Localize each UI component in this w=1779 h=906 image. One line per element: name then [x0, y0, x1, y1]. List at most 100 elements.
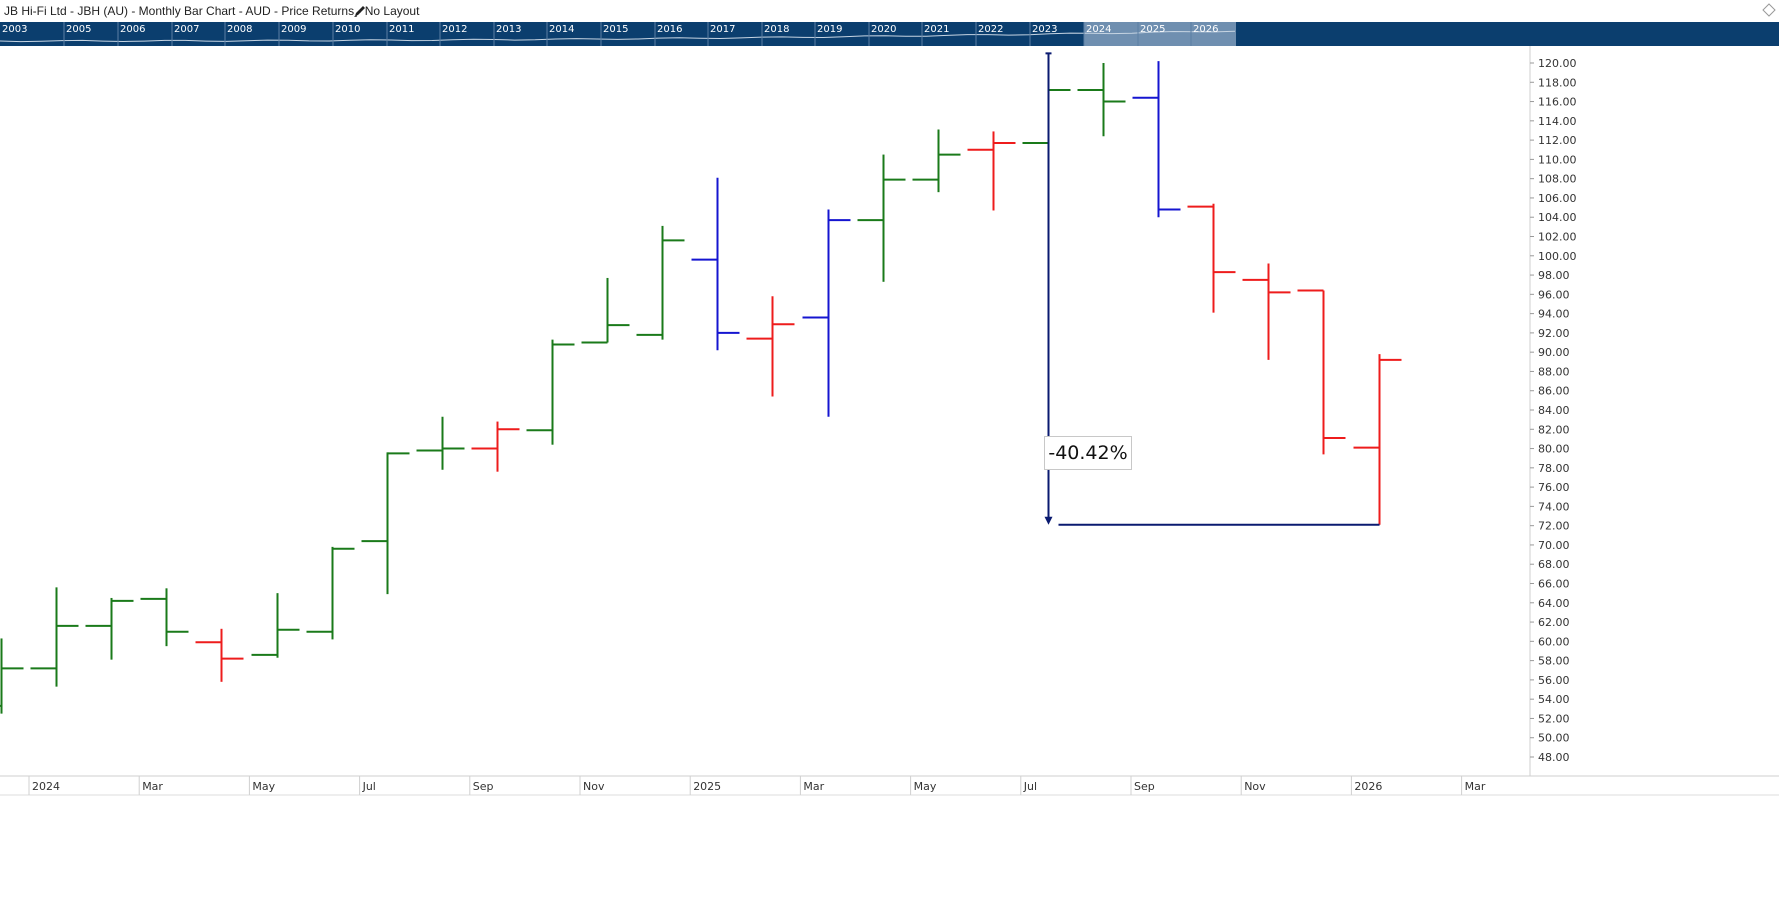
ohlc-bar [471, 421, 520, 472]
ohlc-bar [746, 296, 795, 397]
ohlc-bar [0, 638, 24, 714]
y-tick-label: 82.00 [1538, 423, 1570, 436]
ohlc-bar [802, 209, 851, 417]
y-tick-label: 86.00 [1538, 385, 1570, 398]
y-tick-label: 60.00 [1538, 635, 1570, 648]
ohlc-bar [636, 225, 685, 340]
navigator-year-label[interactable]: 2022 [978, 24, 1003, 35]
navigator-year-label[interactable]: 2007 [174, 24, 199, 35]
x-tick-label: May [252, 780, 275, 793]
ohlc-bar [140, 588, 189, 647]
y-tick-label: 90.00 [1538, 346, 1570, 359]
y-tick-label: 96.00 [1538, 288, 1570, 301]
measure-arrow-icon [1044, 516, 1053, 525]
navigator-year-label[interactable]: 2024 [1086, 24, 1111, 35]
navigator-year-label[interactable]: 2012 [442, 24, 467, 35]
x-tick-label: Mar [1465, 780, 1486, 793]
navigator-year-label[interactable]: 2009 [281, 24, 306, 35]
ohlc-bar [85, 597, 134, 660]
y-tick-label: 112.00 [1538, 134, 1577, 147]
navigator-year-label[interactable]: 2015 [603, 24, 628, 35]
y-tick-label: 54.00 [1538, 693, 1570, 706]
navigator-strip[interactable]: 2003 2005 2006 2007 2008 2009 2010 2011 2012 2013… [0, 22, 1779, 46]
pencil-icon[interactable] [353, 4, 367, 18]
y-tick-label: 80.00 [1538, 443, 1570, 456]
navigator-year-label[interactable]: 2005 [66, 24, 91, 35]
ohlc-bar [1077, 63, 1126, 137]
navigator-year-label[interactable]: 2026 [1193, 24, 1218, 35]
ohlc-bar [581, 277, 630, 344]
ohlc-bar [1297, 289, 1346, 455]
y-tick-label: 52.00 [1538, 712, 1570, 725]
x-tick-label: Nov [1244, 780, 1266, 793]
ohlc-bar [416, 416, 465, 470]
y-tick-label: 76.00 [1538, 481, 1570, 494]
title-bar: JB Hi-Fi Ltd - JBH (AU) - Monthly Bar Ch… [0, 0, 1779, 23]
ohlc-bar [30, 587, 79, 687]
navigator-year-label[interactable]: 2019 [817, 24, 842, 35]
y-tick-label: 66.00 [1538, 578, 1570, 591]
navigator-year-label[interactable]: 2017 [710, 24, 735, 35]
navigator-year-label[interactable]: 2025 [1140, 24, 1165, 35]
y-tick-label: 62.00 [1538, 616, 1570, 629]
y-tick-label: 92.00 [1538, 327, 1570, 340]
navigator-sparkline [0, 30, 1236, 43]
x-tick-label: Nov [583, 780, 605, 793]
ohlc-bar [251, 593, 300, 658]
ohlc-bar [857, 154, 906, 282]
y-tick-label: 98.00 [1538, 269, 1570, 282]
x-tick-label: Mar [803, 780, 824, 793]
y-tick-label: 48.00 [1538, 751, 1570, 764]
y-tick-label: 74.00 [1538, 500, 1570, 513]
navigator-year-label[interactable]: 2008 [227, 24, 252, 35]
ohlc-bar [306, 546, 355, 640]
chart-title: JB Hi-Fi Ltd - JBH (AU) - Monthly Bar Ch… [4, 4, 420, 18]
y-tick-label: 114.00 [1538, 115, 1577, 128]
x-tick-label: Jul [1023, 780, 1037, 793]
ohlc-bar [1353, 354, 1402, 525]
navigator-year-label[interactable]: 2010 [335, 24, 360, 35]
ohlc-bar [526, 339, 575, 445]
y-tick-label: 118.00 [1538, 76, 1577, 89]
y-tick-label: 58.00 [1538, 655, 1570, 668]
navigator-year-label[interactable]: 2016 [657, 24, 682, 35]
ohlc-bar [1187, 203, 1236, 313]
ohlc-bar [1242, 263, 1291, 360]
percent-change-label: -40.42% [1044, 436, 1132, 470]
y-tick-label: 108.00 [1538, 173, 1577, 186]
y-tick-label: 102.00 [1538, 231, 1577, 244]
ohlc-bar [912, 129, 961, 193]
navigator-year-label[interactable]: 2021 [924, 24, 949, 35]
y-tick-label: 120.00 [1538, 57, 1577, 70]
navigator-year-label[interactable]: 2020 [871, 24, 896, 35]
y-tick-label: 100.00 [1538, 250, 1577, 263]
y-tick-label: 84.00 [1538, 404, 1570, 417]
navigator-year-label[interactable]: 2011 [389, 24, 414, 35]
y-tick-label: 78.00 [1538, 462, 1570, 475]
navigator-year-label[interactable]: 2014 [549, 24, 574, 35]
diamond-icon[interactable] [1761, 2, 1777, 18]
y-tick-label: 70.00 [1538, 539, 1570, 552]
x-tick-label: Sep [473, 780, 494, 793]
ohlc-bar [691, 177, 740, 351]
ohlc-bar [361, 452, 410, 595]
x-tick-label: May [914, 780, 937, 793]
navigator-year-label[interactable]: 2018 [764, 24, 789, 35]
y-tick-label: 116.00 [1538, 96, 1577, 109]
navigator-year-label[interactable]: 2013 [496, 24, 521, 35]
ohlc-bar [967, 131, 1016, 211]
x-tick-label: Jul [362, 780, 376, 793]
y-tick-label: 110.00 [1538, 153, 1577, 166]
navigator-year-label[interactable]: 2023 [1032, 24, 1057, 35]
ohlc-bar [1132, 61, 1181, 218]
navigator-year-label[interactable]: 2003 [2, 24, 27, 35]
timeline-navigator[interactable]: 2003 2005 2006 2007 2008 2009 2010 2011 2012 2013… [0, 22, 1779, 46]
y-tick-label: 68.00 [1538, 558, 1570, 571]
x-tick-label: 2024 [32, 780, 60, 793]
y-tick-label: 64.00 [1538, 597, 1570, 610]
y-tick-label: 94.00 [1538, 308, 1570, 321]
ohlc-bar [195, 628, 244, 682]
y-tick-label: 72.00 [1538, 520, 1570, 533]
price-chart[interactable]: 48.00 50.00 52.00 54.00 56.00 58.00 60.00 62.00… [0, 46, 1779, 906]
navigator-year-label[interactable]: 2006 [120, 24, 145, 35]
